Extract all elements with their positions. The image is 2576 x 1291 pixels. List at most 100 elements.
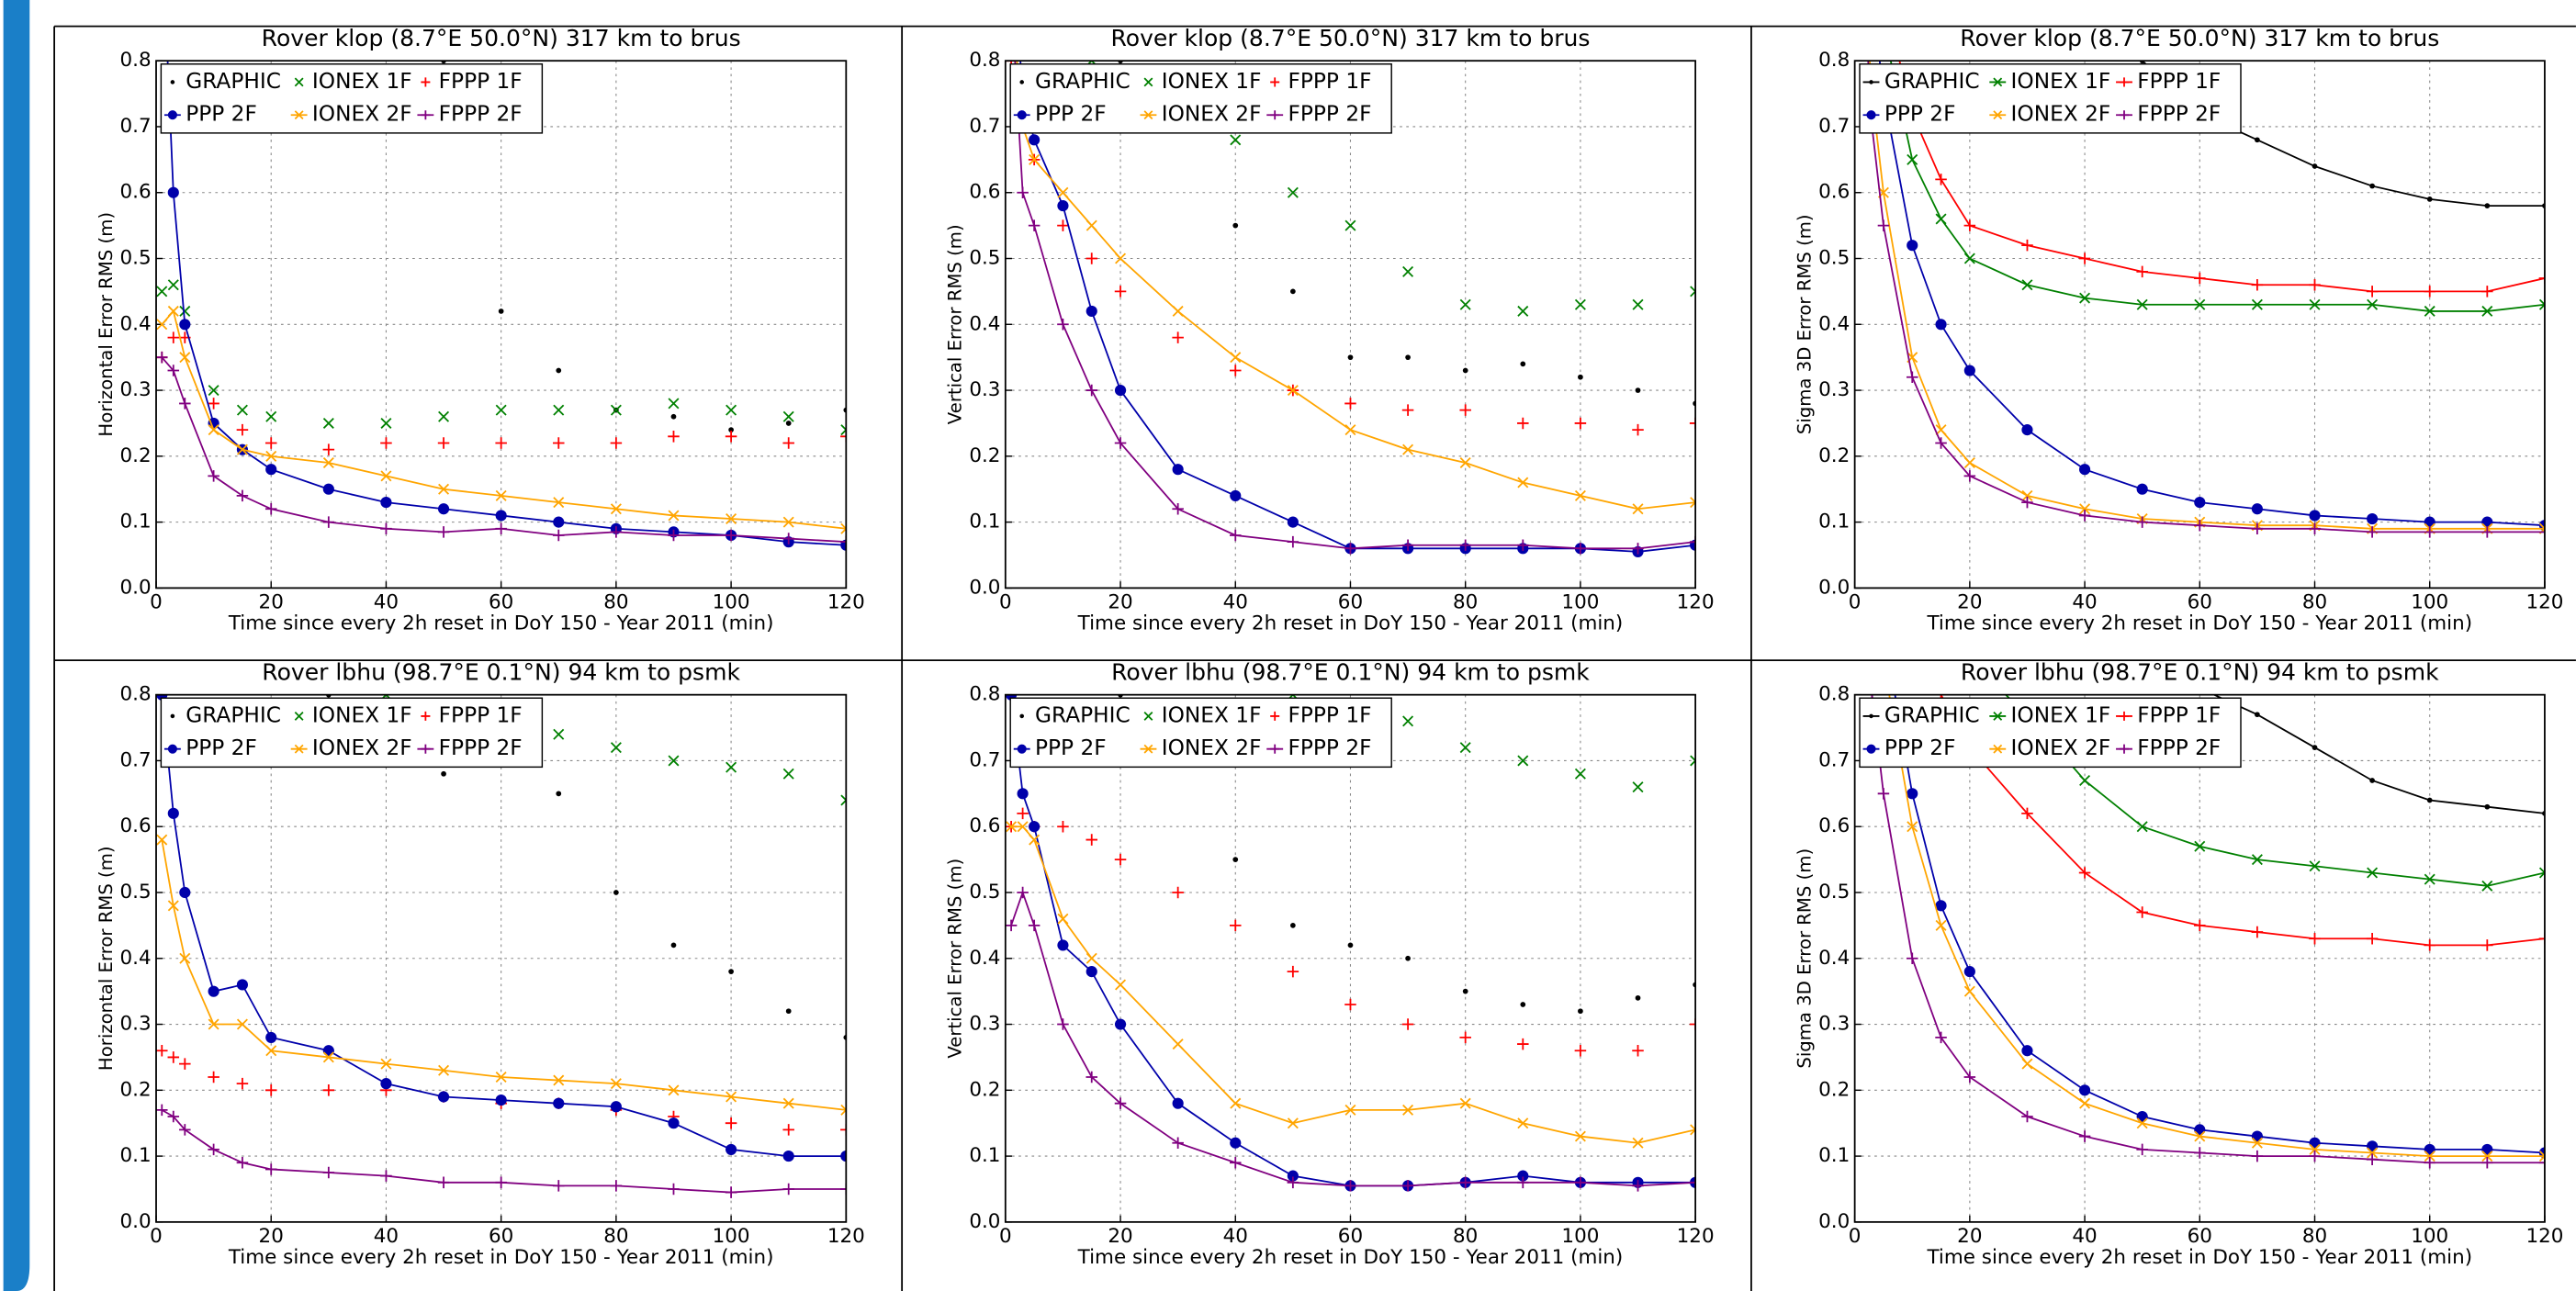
legend-label: FPPP 1F (1288, 702, 1372, 727)
chart-title: Rover klop (8.7°E 50.0°N) 317 km to brus (1110, 25, 1590, 51)
marker-plus (1028, 919, 1041, 932)
x-tick-label: 40 (374, 1225, 399, 1248)
marker-plus (840, 535, 847, 548)
marker-plus (1086, 384, 1097, 397)
marker-circle (167, 110, 177, 120)
marker-dot (1347, 354, 1354, 361)
y-tick-label: 0.7 (1818, 115, 1850, 138)
chart-title: Rover lbhu (98.7°E 0.1°N) 94 km to psmk (1961, 658, 2439, 685)
marker-plus (1935, 1031, 1947, 1044)
marker-x (1574, 1130, 1586, 1142)
marker-plus (421, 110, 431, 120)
marker-x (2079, 774, 2091, 786)
x-tick-label: 0 (150, 590, 163, 613)
marker-x (2538, 1151, 2545, 1162)
marker-plus (1574, 1176, 1587, 1189)
marker-circle (1086, 305, 1097, 318)
marker-x (495, 404, 507, 416)
marker-circle (553, 1097, 565, 1109)
legend-label: IONEX 1F (1162, 702, 1262, 727)
marker-x (1459, 1097, 1471, 1109)
legend-label: FPPP 2F (2137, 102, 2221, 127)
plot-marks (1866, 694, 2545, 1169)
marker-dot (1520, 361, 1526, 367)
series-line (161, 309, 847, 530)
chart-title: Rover lbhu (98.7°E 0.1°N) 94 km to psmk (1111, 658, 1590, 685)
marker-x (840, 424, 847, 436)
legend-label: PPP 2F (1035, 735, 1107, 760)
marker-x (1402, 443, 1414, 455)
x-tick-label: 120 (827, 1225, 865, 1248)
marker-x (1632, 503, 1644, 515)
marker-plus (167, 1110, 180, 1123)
marker-x (553, 1074, 565, 1086)
series-line (1016, 61, 1696, 511)
marker-dot (2312, 163, 2318, 169)
marker-circle (495, 1095, 507, 1106)
y-tick-label: 0.3 (969, 1013, 1000, 1036)
marker-x (380, 470, 392, 482)
y-axis-label: Horizontal Error RMS (m) (96, 212, 117, 437)
plot-marks (1005, 0, 1696, 557)
marker-plus (1877, 219, 1890, 231)
x-tick-label: 40 (1223, 1225, 1248, 1248)
legend-label: GRAPHIC (186, 69, 281, 94)
legend-label: FPPP 1F (1288, 69, 1372, 94)
marker-plus (1517, 417, 1529, 430)
marker-plus (380, 522, 392, 535)
marker-dot (2255, 712, 2260, 718)
axes-frame (155, 693, 848, 1223)
marker-x (1907, 821, 1918, 833)
marker-x (156, 286, 168, 297)
marker-plus (1005, 919, 1018, 932)
marker-plus (2119, 744, 2130, 754)
y-axis-label: Vertical Error RMS (m) (945, 224, 966, 424)
marker-dot (441, 770, 446, 777)
x-tick-label: 120 (1677, 1225, 1715, 1248)
marker-x (156, 834, 168, 846)
marker-plus (2366, 526, 2379, 538)
marker-dot (170, 80, 175, 84)
marker-x (1115, 979, 1127, 991)
marker-dot (1019, 713, 1025, 719)
x-tick-label: 20 (259, 590, 284, 613)
marker-plus (1017, 186, 1029, 198)
marker-dot (1462, 988, 1468, 994)
marker-plus (2194, 1147, 2206, 1159)
legend-label: IONEX 2F (1162, 102, 1262, 127)
marker-plus (1229, 919, 1242, 932)
marker-plus (610, 526, 623, 538)
marker-dot (2484, 203, 2491, 208)
y-tick-label: 0.2 (969, 1078, 1000, 1101)
marker-x (1963, 457, 1975, 469)
marker-plus (1344, 1180, 1356, 1192)
marker-plus (1935, 437, 1947, 449)
marker-circle (2309, 1137, 2321, 1149)
marker-plus (2366, 286, 2379, 297)
marker-x (1517, 305, 1529, 317)
x-tick-label: 0 (999, 590, 1012, 613)
marker-circle (437, 503, 450, 515)
marker-plus (1172, 1137, 1184, 1150)
marker-circle (2136, 1110, 2148, 1123)
marker-x (1632, 1137, 1644, 1149)
marker-plus (1270, 77, 1280, 87)
marker-dot (1405, 955, 1411, 961)
marker-plus (1006, 0, 1018, 1)
marker-x (1058, 591, 1068, 601)
marker-plus (1287, 1176, 1299, 1189)
marker-x (1993, 110, 2003, 120)
marker-plus (2251, 522, 2264, 535)
marker-plus (1517, 1176, 1529, 1189)
x-axis-label: Time since every 2h reset in DoY 150 - Y… (1077, 1246, 1624, 1269)
marker-x (1935, 213, 1947, 225)
x-tick-label: 60 (2188, 1225, 2212, 1248)
x-axis-label: Time since every 2h reset in DoY 150 - Y… (228, 612, 774, 635)
marker-plus (2538, 272, 2545, 285)
marker-x (2367, 298, 2379, 310)
marker-plus (264, 1084, 277, 1096)
y-tick-label: 0.5 (120, 881, 152, 904)
marker-x (380, 417, 392, 429)
marker-plus (236, 1077, 249, 1090)
marker-plus (2424, 939, 2435, 951)
